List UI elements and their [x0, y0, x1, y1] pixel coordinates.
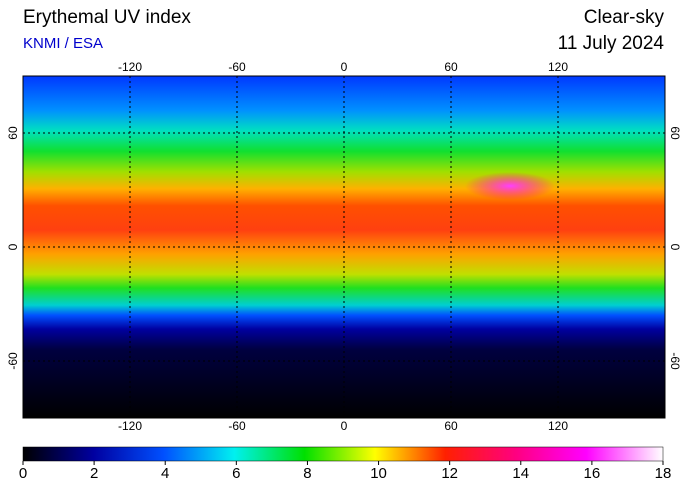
colorbar-tick-label: 10 [370, 465, 387, 482]
y-tick-label-left: -60 [6, 352, 20, 370]
date: 11 July 2024 [558, 33, 665, 54]
colorbar-tick-label: 16 [584, 465, 601, 482]
y-tick-label-right: 0 [668, 244, 682, 251]
colorbar-tick-label: 18 [655, 465, 672, 482]
colorbar-tick-label: 14 [512, 465, 529, 482]
colorbar-tick-label: 0 [19, 465, 27, 482]
x-tick-label-top: -120 [118, 60, 142, 74]
x-tick-label-top: 0 [341, 60, 348, 74]
colorbar-tick-label: 12 [441, 465, 458, 482]
uv-hotspot [465, 172, 555, 200]
x-tick-label-bottom: -120 [118, 419, 142, 433]
y-tick-label-right: 60 [668, 126, 682, 140]
colorbar-tick-label: 8 [303, 465, 311, 482]
x-tick-label-bottom: 60 [444, 419, 458, 433]
x-tick-label-bottom: 0 [341, 419, 348, 433]
colorbar [22, 446, 664, 462]
y-tick-label-right: -60 [668, 352, 682, 370]
x-tick-label-bottom: 120 [548, 419, 568, 433]
x-tick-label-top: -60 [228, 60, 246, 74]
y-tick-label-left: 0 [6, 243, 20, 250]
y-tick-label-left: 60 [6, 126, 20, 140]
colorbar-tick-label: 6 [232, 465, 240, 482]
x-tick-label-top: 120 [548, 60, 568, 74]
colorbar-tick-label: 4 [161, 465, 169, 482]
colorbar-tick-label: 2 [90, 465, 98, 482]
condition: Clear-sky [584, 7, 665, 28]
title: Erythemal UV index [23, 7, 191, 28]
subtitle: KNMI / ESA [23, 35, 103, 52]
x-tick-label-top: 60 [444, 60, 458, 74]
x-tick-label-bottom: -60 [228, 419, 246, 433]
